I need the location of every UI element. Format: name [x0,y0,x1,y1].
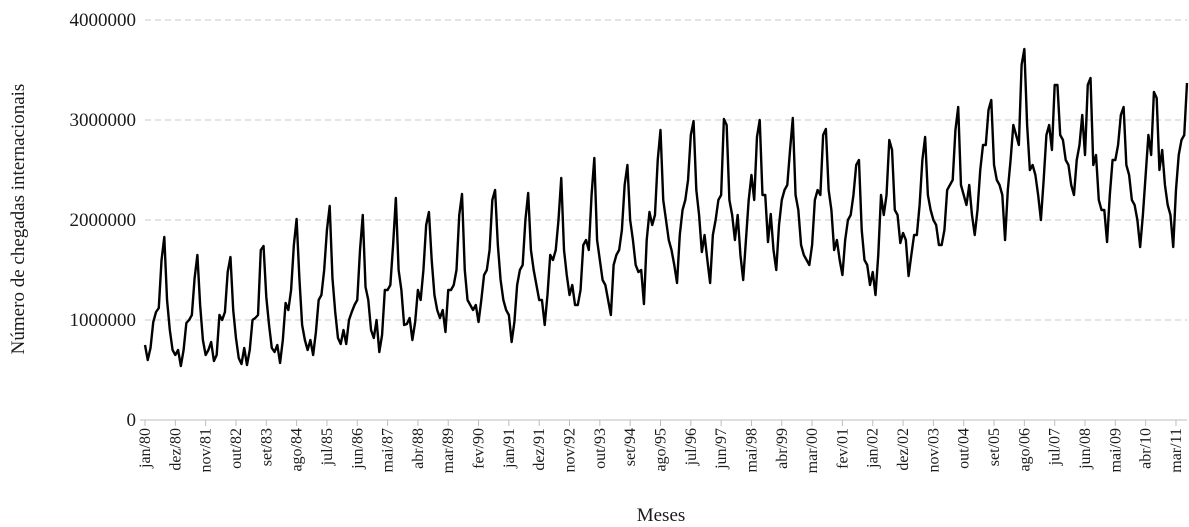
x-tick-label: out/93 [592,428,609,469]
y-tick-label: 4000000 [70,10,137,31]
x-tick-label: mar/89 [440,428,457,473]
x-tick-label: out/82 [228,428,245,469]
x-tick-label: mai/98 [743,428,760,472]
x-axis-title: Meses [637,505,686,526]
x-tick-label: fev/90 [471,428,488,469]
y-tick-label: 0 [127,410,137,431]
x-tick-label: jul/96 [683,428,700,466]
x-tick-label: out/04 [956,428,973,469]
x-axis-tick-labels: jan/80 dez/80 nov/81 out/82 set/83 ago/84 jul/… [137,420,1185,473]
x-tick-label: nov/81 [198,428,215,472]
x-tick-label: ago/95 [652,428,669,472]
x-tick-label: jul/07 [1047,428,1064,466]
x-tick-label: set/94 [622,428,639,466]
x-tick-label: mai/09 [1107,428,1124,472]
x-tick-label: ago/06 [1016,428,1033,472]
x-tick-label: ago/84 [289,428,306,472]
y-tick-label: 2000000 [70,210,137,231]
x-tick-label: abr/99 [774,428,791,469]
x-tick-label: jan/02 [865,428,882,469]
x-tick-label: fev/01 [834,428,851,469]
x-tick-label: mar/00 [804,428,821,473]
y-axis-tick-labels: 0 1000000 2000000 3000000 4000000 [70,10,137,431]
x-tick-label: jul/85 [319,428,336,466]
x-tick-label: dez/91 [531,428,548,471]
series-line-chegadas [143,47,1189,368]
x-tick-label: jun/97 [713,428,730,470]
x-tick-label: abr/88 [410,428,427,469]
x-tick-label: set/05 [986,428,1003,466]
x-tick-label: jun/08 [1077,428,1094,470]
x-tick-label: nov/03 [925,428,942,472]
x-tick-label: mai/87 [380,428,397,472]
x-tick-label: jan/80 [137,428,154,469]
y-tick-label: 3000000 [70,110,137,131]
y-axis-title: Número de chegadas internacionais [8,84,29,355]
y-tick-label: 1000000 [70,310,137,331]
x-tick-label: dez/80 [167,428,184,471]
x-tick-label: dez/02 [895,428,912,471]
x-tick-label: mar/11 [1168,428,1185,473]
x-tick-label: jun/86 [349,428,366,470]
x-tick-label: set/83 [258,428,275,466]
x-tick-label: abr/10 [1138,428,1155,469]
x-tick-label: jan/91 [501,428,518,469]
x-tick-label: nov/92 [562,428,579,472]
